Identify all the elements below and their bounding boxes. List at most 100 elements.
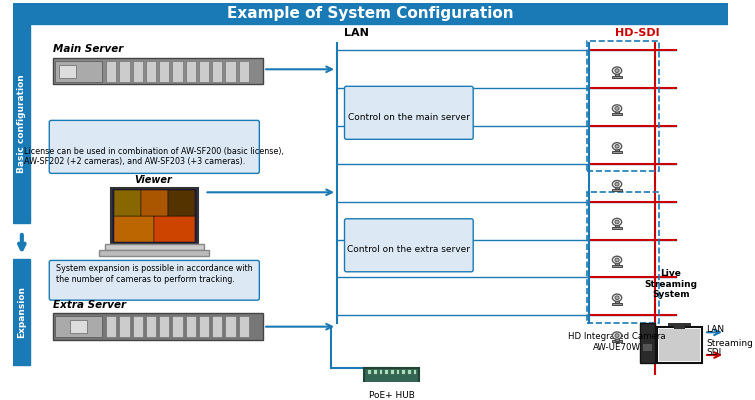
Bar — [612, 265, 621, 267]
Text: HD Integrated Camera
AW-UE70W: HD Integrated Camera AW-UE70W — [569, 332, 666, 352]
Bar — [212, 316, 223, 337]
Ellipse shape — [615, 144, 619, 148]
Bar — [378, 369, 382, 374]
Text: LAN: LAN — [706, 325, 724, 334]
Bar — [587, 41, 658, 172]
Bar — [159, 61, 169, 82]
Bar — [168, 190, 195, 216]
Bar — [225, 316, 236, 337]
Bar — [133, 61, 143, 82]
Text: Control on the extra server: Control on the extra server — [347, 245, 470, 254]
Bar — [59, 64, 76, 78]
Bar — [14, 24, 30, 222]
Bar — [384, 369, 388, 374]
Bar — [658, 328, 701, 361]
Bar — [612, 227, 621, 229]
Bar — [199, 61, 209, 82]
Bar — [643, 344, 652, 351]
Bar — [365, 368, 419, 395]
Bar — [407, 369, 411, 374]
Bar — [612, 303, 621, 304]
Ellipse shape — [615, 334, 619, 338]
Bar — [615, 224, 618, 227]
Ellipse shape — [615, 107, 619, 110]
Bar — [413, 369, 417, 374]
Bar — [14, 3, 728, 24]
Text: Streaming: Streaming — [706, 339, 753, 348]
Bar — [55, 61, 102, 82]
Bar — [239, 61, 249, 82]
Bar — [612, 151, 621, 153]
Text: Example of System Configuration: Example of System Configuration — [226, 6, 513, 21]
Bar — [105, 244, 204, 250]
Bar — [225, 61, 236, 82]
Bar — [55, 316, 102, 337]
Bar — [154, 216, 195, 242]
Bar — [615, 186, 618, 189]
Bar — [106, 61, 116, 82]
Ellipse shape — [612, 294, 621, 301]
Bar — [668, 323, 691, 326]
Bar — [396, 369, 399, 374]
Bar — [186, 61, 196, 82]
Bar — [159, 316, 169, 337]
Ellipse shape — [615, 296, 619, 300]
Ellipse shape — [612, 256, 621, 264]
Bar — [53, 314, 263, 340]
Bar — [70, 320, 87, 333]
Bar — [113, 216, 154, 242]
Bar — [367, 369, 371, 374]
Bar — [615, 262, 618, 265]
Bar — [673, 325, 685, 328]
Bar — [401, 369, 405, 374]
Bar — [14, 258, 30, 364]
Text: Expansion: Expansion — [17, 286, 26, 338]
Bar — [657, 327, 702, 363]
Text: Main Server: Main Server — [53, 44, 123, 54]
Bar — [612, 340, 621, 342]
Text: License can be used in combination of AW-SF200 (basic license),
AW-SF202 (+2 cam: License can be used in combination of AW… — [24, 147, 284, 166]
Ellipse shape — [612, 143, 621, 150]
Bar — [587, 192, 658, 323]
Bar — [615, 149, 618, 151]
Bar — [53, 58, 263, 84]
Ellipse shape — [612, 67, 621, 74]
Bar — [612, 189, 621, 191]
Text: Extra Server: Extra Server — [53, 300, 126, 310]
Bar — [186, 316, 196, 337]
Text: PoE+ HUB: PoE+ HUB — [369, 392, 414, 400]
Bar — [612, 113, 621, 115]
Bar — [146, 316, 156, 337]
Ellipse shape — [615, 69, 619, 72]
Bar — [615, 73, 618, 76]
Ellipse shape — [615, 182, 619, 186]
Ellipse shape — [612, 105, 621, 112]
Text: System expansion is possible in accordance with
the number of cameras to perform: System expansion is possible in accordan… — [56, 264, 253, 284]
Text: Control on the main server: Control on the main server — [348, 113, 470, 122]
Bar — [239, 316, 249, 337]
Bar — [111, 188, 198, 244]
Text: SDI: SDI — [706, 348, 721, 357]
FancyBboxPatch shape — [344, 86, 473, 139]
Bar — [212, 61, 223, 82]
Text: HD-SDI: HD-SDI — [615, 28, 660, 38]
Ellipse shape — [615, 220, 619, 224]
Bar — [172, 61, 183, 82]
Bar — [172, 316, 183, 337]
Bar — [106, 316, 116, 337]
Bar — [199, 316, 209, 337]
Ellipse shape — [615, 258, 619, 262]
Ellipse shape — [612, 180, 621, 188]
FancyBboxPatch shape — [49, 260, 259, 300]
Bar — [639, 323, 655, 363]
Ellipse shape — [612, 218, 621, 226]
Bar — [100, 250, 209, 256]
Bar — [615, 338, 618, 340]
Bar — [133, 316, 143, 337]
Text: LAN: LAN — [344, 28, 369, 38]
Bar — [615, 300, 618, 303]
FancyBboxPatch shape — [344, 219, 473, 272]
Bar — [119, 61, 130, 82]
Bar — [141, 190, 168, 216]
Ellipse shape — [612, 332, 621, 339]
